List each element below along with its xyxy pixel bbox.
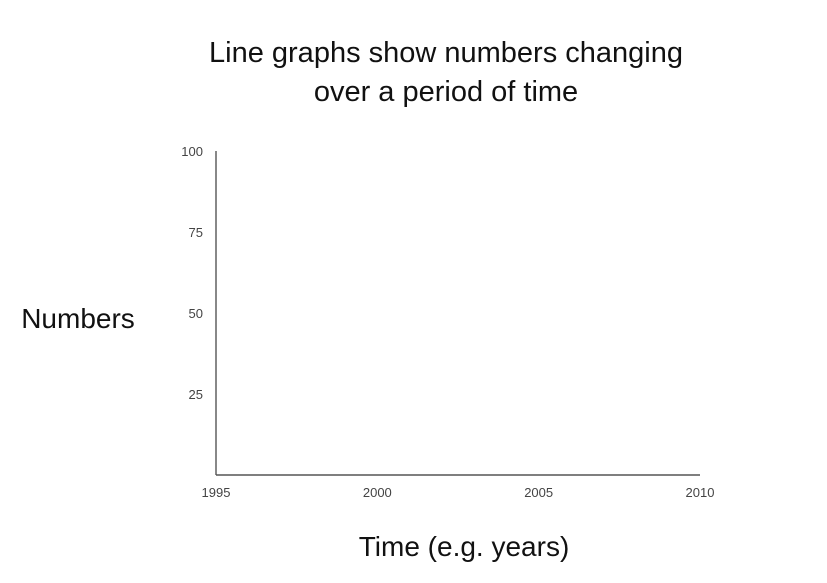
y-axis-label: Numbers — [21, 303, 135, 334]
x-tick-label-2000: 2000 — [363, 485, 392, 500]
y-axis-ticks: 100 75 50 25 — [181, 144, 203, 402]
x-tick-label-2005: 2005 — [524, 485, 553, 500]
x-tick-label-2010: 2010 — [686, 485, 715, 500]
chart-title-line-1: Line graphs show numbers changing — [209, 37, 683, 69]
x-axis-ticks: 1995 2000 2005 2010 — [202, 485, 715, 500]
y-tick-label-25: 25 — [189, 387, 203, 402]
chart-title: Line graphs show numbers changing over a… — [209, 37, 683, 108]
chart-title-line-2: over a period of time — [314, 76, 578, 108]
y-tick-label-75: 75 — [189, 225, 203, 240]
y-tick-label-100: 100 — [181, 144, 203, 159]
x-tick-label-1995: 1995 — [202, 485, 231, 500]
x-axis-label: Time (e.g. years) — [359, 531, 570, 562]
y-tick-label-50: 50 — [189, 306, 203, 321]
